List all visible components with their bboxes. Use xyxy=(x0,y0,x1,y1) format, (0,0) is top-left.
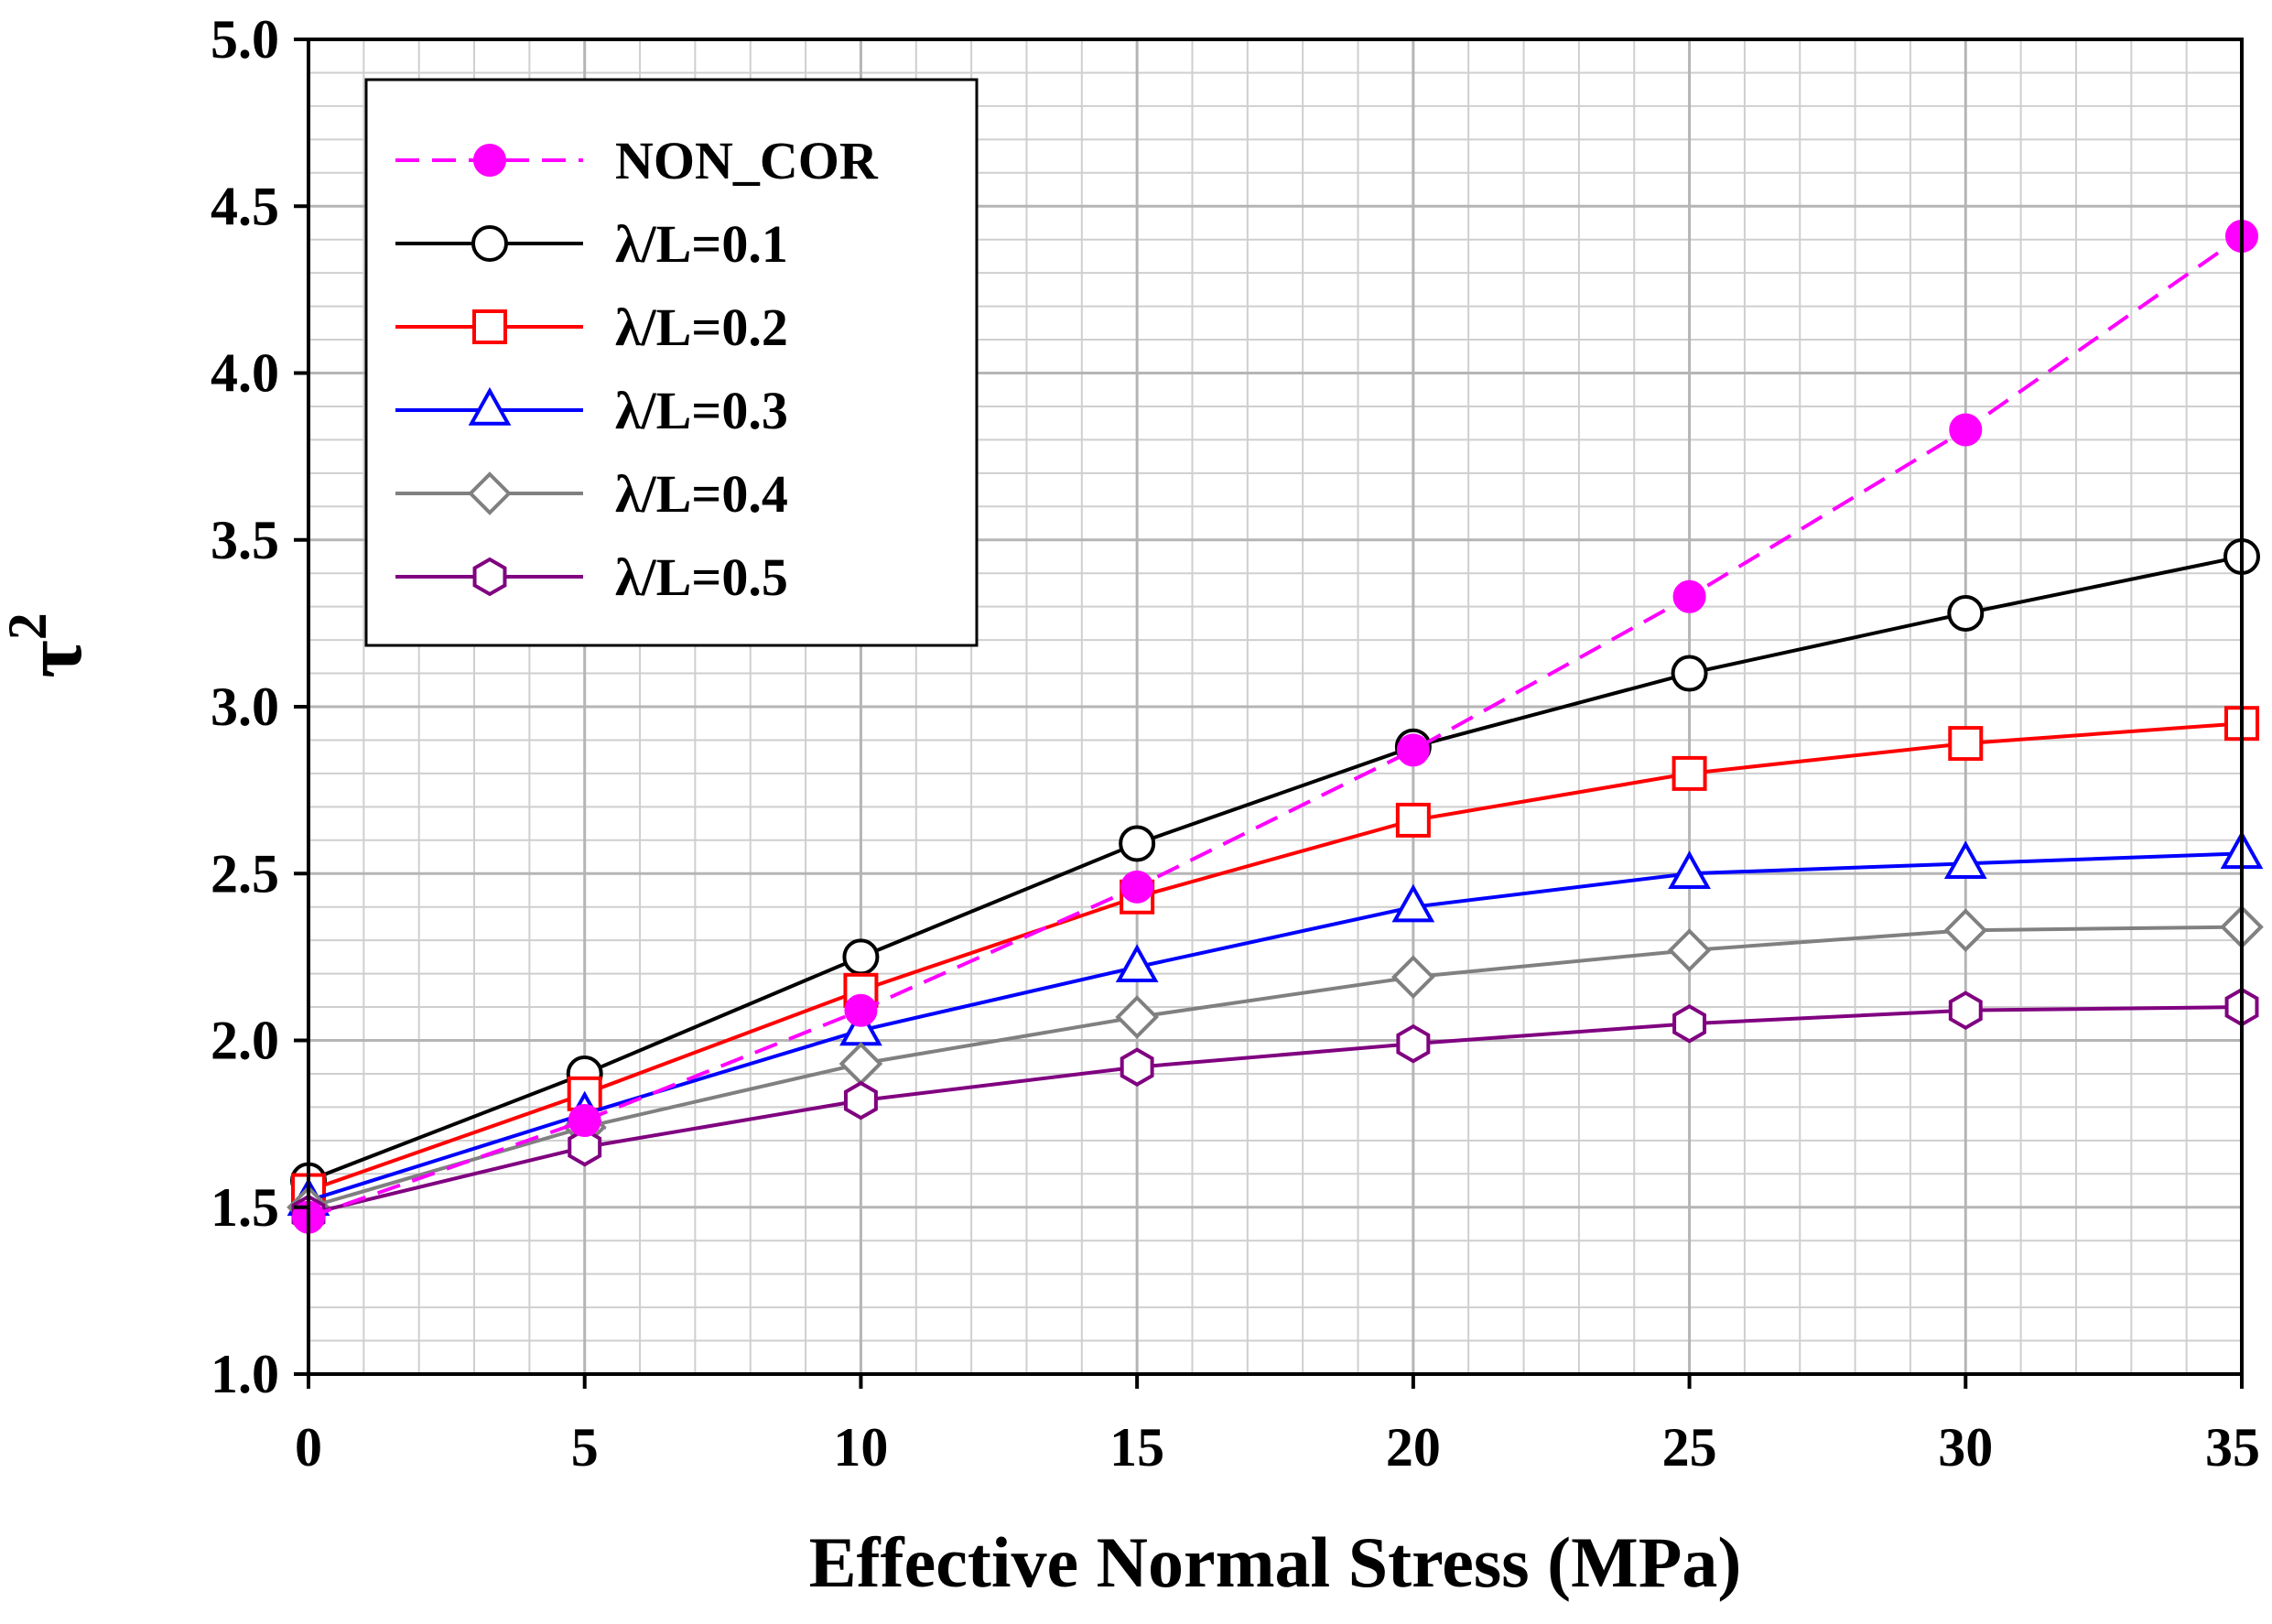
y-tick-label: 3.0 xyxy=(211,677,279,737)
legend-marker--l-0-5 xyxy=(472,557,507,597)
series-line--l-0-1 xyxy=(308,555,2243,1183)
data-point--l-0-4 xyxy=(1667,928,1712,972)
legend-label: λ/L=0.5 xyxy=(615,547,788,607)
y-tick-label: 2.0 xyxy=(211,1011,279,1071)
legend-entry--l-0-3: λ/L=0.3 xyxy=(395,381,788,440)
legend-marker-non-cor xyxy=(473,144,506,177)
data-point--l-0-5 xyxy=(1396,1023,1431,1064)
x-tick-labels: 0 5 10 15 20 25 30 35 xyxy=(295,1417,2260,1478)
data-point--l-0-3 xyxy=(1391,883,1435,923)
legend-box xyxy=(364,78,979,647)
data-point--l-0-1 xyxy=(1119,825,1156,862)
axis-ticks xyxy=(294,38,2244,1389)
data-point--l-0-4 xyxy=(1115,995,1159,1039)
y-tick-label: 4.5 xyxy=(211,176,279,236)
y-tick-label: 5.0 xyxy=(211,9,279,70)
data-point--l-0-5 xyxy=(1672,1003,1707,1044)
x-tick-label: 0 xyxy=(295,1417,322,1478)
data-point-non-cor xyxy=(568,1103,601,1137)
data-point--l-0-3 xyxy=(1668,850,1711,889)
y-axis-title: τ2 xyxy=(0,612,99,677)
x-tick-label: 20 xyxy=(1386,1417,1441,1478)
svg-text:τ2: τ2 xyxy=(0,612,99,677)
x-tick-label: 10 xyxy=(833,1417,888,1478)
data-point--l-0-5 xyxy=(568,1127,602,1167)
legend: NON_COR λ/L=0.1 λ/L=0.2 λ/L=0.3 λ/L=0.4 λ/L=0… xyxy=(364,78,979,647)
data-point--l-0-3 xyxy=(1943,840,1987,880)
legend-entry--l-0-2: λ/L=0.2 xyxy=(395,298,788,357)
y-axis-title-superscript: 2 xyxy=(0,612,58,640)
series-line--l-0-2 xyxy=(308,721,2243,1193)
legend-label: λ/L=0.4 xyxy=(615,464,788,524)
series-line-non-cor xyxy=(308,234,2244,1219)
y-tick-label: 3.5 xyxy=(211,510,279,570)
legend-entry--l-0-5: λ/L=0.5 xyxy=(395,547,788,607)
legend-marker--l-0-2 xyxy=(472,309,507,344)
legend-entry--l-0-1: λ/L=0.1 xyxy=(395,214,788,274)
series-line--l-0-4 xyxy=(308,925,2243,1209)
legend-entry--l-0-4: λ/L=0.4 xyxy=(395,464,788,524)
legend-marker--l-0-4 xyxy=(468,471,512,515)
y-tick-label: 1.5 xyxy=(211,1177,279,1238)
data-point--l-0-4 xyxy=(1391,955,1435,1000)
legend-label: λ/L=0.3 xyxy=(615,381,788,440)
data-point--l-0-5 xyxy=(1948,991,1983,1031)
x-tick-label: 25 xyxy=(1662,1417,1717,1478)
x-tick-label: 30 xyxy=(1938,1417,1993,1478)
data-point-non-cor xyxy=(1672,579,1706,613)
legend-marker--l-0-3 xyxy=(468,386,512,426)
data-point--l-0-1 xyxy=(1947,594,1985,632)
series-non-cor xyxy=(292,220,2258,1234)
data-point--l-0-1 xyxy=(1671,655,1708,692)
y-tick-label: 2.5 xyxy=(211,843,279,904)
data-point--l-0-2 xyxy=(1395,802,1431,838)
y-axis-title-symbol: τ xyxy=(8,640,99,677)
y-tick-labels: 1.0 1.5 2.0 2.5 3.0 3.5 4.0 4.5 5.0 xyxy=(211,9,279,1404)
series-line--l-0-3 xyxy=(308,851,2243,1203)
data-point-non-cor xyxy=(1949,413,1983,447)
data-point-non-cor xyxy=(1120,870,1154,904)
data-point--l-0-1 xyxy=(842,938,880,976)
series-line--l-0-5 xyxy=(308,1005,2243,1216)
legend-label: λ/L=0.1 xyxy=(615,214,788,274)
data-point--l-0-5 xyxy=(843,1080,878,1121)
x-tick-label: 15 xyxy=(1109,1417,1164,1478)
y-tick-label: 1.0 xyxy=(211,1344,279,1404)
data-point--l-0-3 xyxy=(1115,944,1159,983)
data-point--l-0-2 xyxy=(1948,726,1984,762)
data-point--l-0-5 xyxy=(1120,1047,1154,1087)
data-point-non-cor xyxy=(1396,733,1430,767)
data-point--l-0-2 xyxy=(1672,755,1707,791)
y-tick-label: 4.0 xyxy=(211,343,279,404)
x-tick-label: 35 xyxy=(2205,1417,2260,1478)
legend-entry-non-cor: NON_COR xyxy=(395,131,879,190)
legend-label: λ/L=0.2 xyxy=(615,298,788,357)
series--l-0-5 xyxy=(291,987,2259,1234)
x-axis-title: Effective Normal Stress (MPa) xyxy=(809,1522,1742,1602)
legend-label: NON_COR xyxy=(615,131,879,190)
data-point--l-0-4 xyxy=(1943,908,1988,953)
x-tick-label: 5 xyxy=(571,1417,599,1478)
legend-marker--l-0-1 xyxy=(471,225,508,262)
data-point-non-cor xyxy=(844,993,878,1027)
